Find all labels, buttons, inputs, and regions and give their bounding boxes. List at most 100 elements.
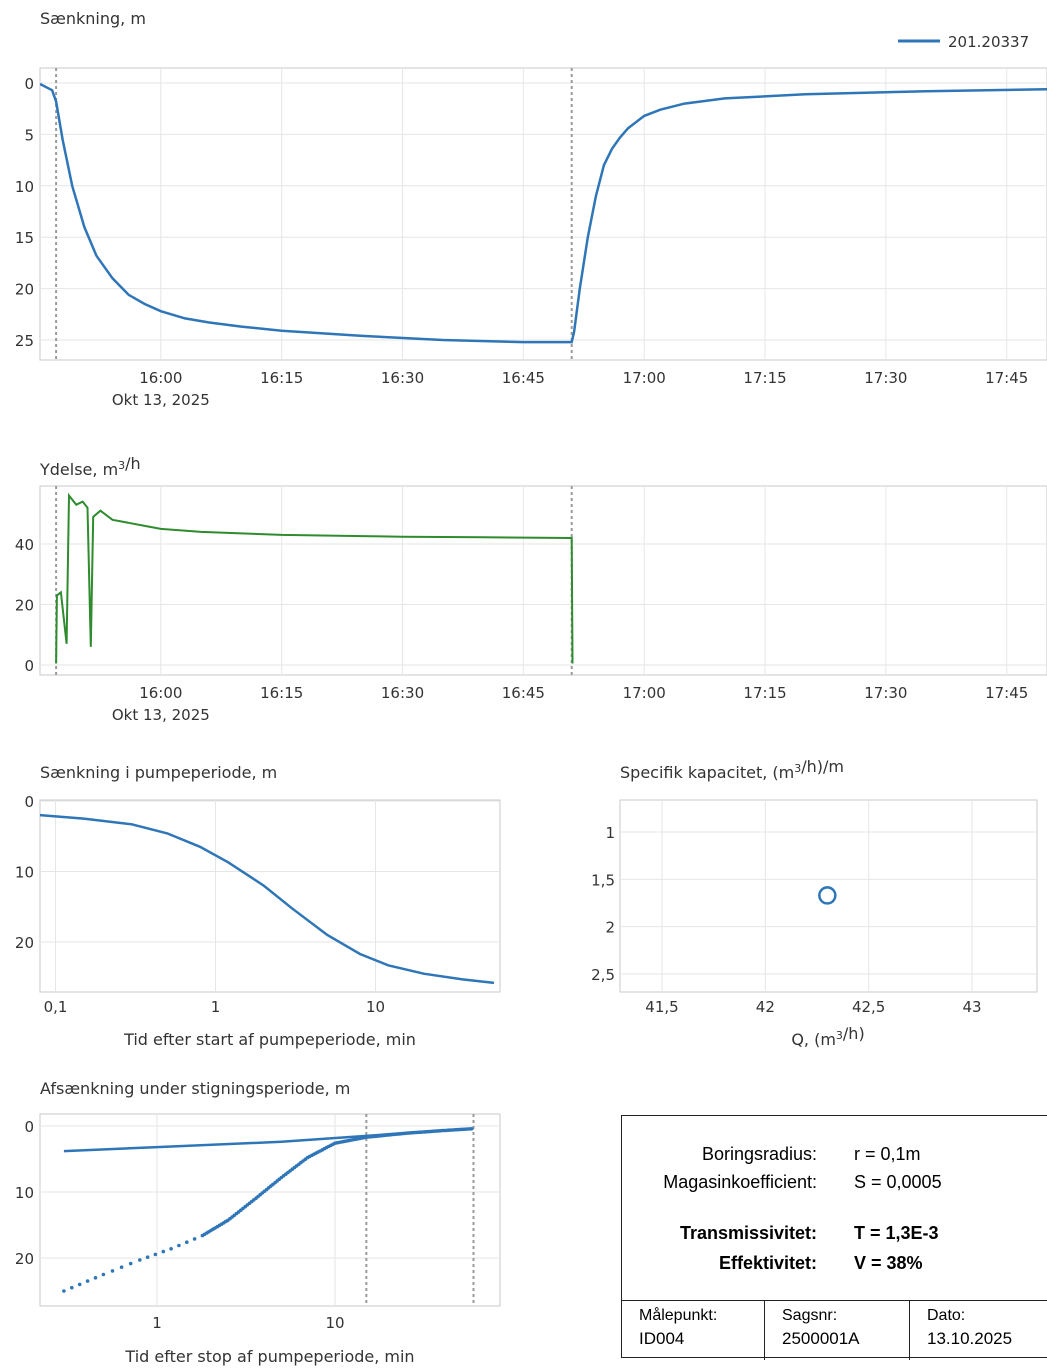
- legend-label: 201.20337: [948, 33, 1029, 51]
- x-axis-label: Tid efter stop af pumpeperiode, min: [124, 1347, 414, 1366]
- plot-area: [39, 799, 501, 993]
- y-tick-label: 40: [15, 536, 34, 554]
- x-tick-label: 17:30: [864, 684, 907, 702]
- info-key: Effektivitet:: [718, 1253, 817, 1273]
- footer-label: Sagsnr:: [782, 1307, 838, 1324]
- x-tick-label: 0,1: [44, 998, 68, 1016]
- x-tick-label: 16:15: [260, 369, 303, 387]
- data-point: [185, 1240, 189, 1244]
- y-tick-label: 20: [15, 934, 34, 952]
- data-point: [62, 1289, 66, 1293]
- x-tick-label: 42,5: [852, 998, 885, 1016]
- data-point: [469, 1127, 474, 1131]
- x-tick-label: 43: [962, 998, 981, 1016]
- x-tick-label: 10: [325, 1314, 344, 1332]
- x-axis-label: Tid efter start af pumpeperiode, min: [123, 1030, 416, 1049]
- x-tick-label: 16:45: [502, 369, 545, 387]
- x-tick-label: 17:15: [743, 684, 786, 702]
- plot-area: [39, 1113, 501, 1307]
- chart-title: Sænkning i pumpeperiode, m: [40, 763, 277, 782]
- data-point: [138, 1258, 142, 1262]
- data-point: [101, 1272, 106, 1277]
- scatter-point: [818, 886, 837, 905]
- footer-value: 2500001A: [782, 1329, 860, 1348]
- data-point: [128, 1261, 133, 1266]
- y-tick-label: 10: [15, 1184, 34, 1202]
- y-tick-label: 10: [15, 178, 34, 196]
- series-line-yield: [55, 492, 574, 664]
- info-value: S = 0,0005: [854, 1172, 942, 1192]
- x-date-label: Okt 13, 2025: [112, 706, 210, 724]
- data-point: [93, 1276, 98, 1280]
- y-tick-label: 25: [15, 332, 34, 350]
- footer-label: Dato:: [927, 1307, 966, 1324]
- chart-title: Specifik kapacitet, (m3/h)/m: [620, 757, 844, 782]
- x-tick-label: 16:00: [139, 684, 182, 702]
- info-key: Transmissivitet:: [679, 1223, 817, 1243]
- x-tick-label: 10: [366, 998, 385, 1016]
- series-dotted-recovery: [62, 1127, 474, 1293]
- chart-title: Sænkning, m: [40, 9, 146, 28]
- data-point: [70, 1285, 74, 1290]
- x-tick-label: 16:15: [260, 684, 303, 702]
- info-row-radius: Boringsradius: r = 0,1m: [622, 1144, 1047, 1172]
- y-tick-label: 0: [24, 1118, 34, 1136]
- x-tick-label: 17:30: [864, 369, 907, 387]
- series-line-pump: [40, 813, 495, 985]
- x-tick-label: 17:45: [985, 684, 1028, 702]
- data-point: [119, 1265, 124, 1269]
- info-row-transmissivity: Transmissivitet: T = 1,3E-3: [622, 1223, 1047, 1251]
- series-line-201-20337: [40, 82, 1047, 344]
- data-point: [145, 1255, 150, 1259]
- x-tick-label: 17:15: [743, 369, 786, 387]
- y-tick-label: 20: [15, 281, 34, 299]
- x-tick-label: 41,5: [645, 998, 678, 1016]
- x-date-label: Okt 13, 2025: [112, 391, 210, 409]
- y-tick-label: 20: [15, 597, 34, 615]
- info-box: Boringsradius: r = 0,1m Magasinkoefficie…: [621, 1115, 1047, 1360]
- y-tick-label: 2: [605, 919, 615, 937]
- x-tick-label: 16:00: [139, 369, 182, 387]
- x-tick-label: 16:45: [502, 684, 545, 702]
- x-tick-label: 1: [152, 1314, 162, 1332]
- data-point: [192, 1237, 197, 1241]
- y-tick-label: 0: [24, 75, 34, 93]
- data-point: [77, 1282, 82, 1287]
- y-tick-label: 10: [15, 864, 34, 882]
- info-row-efficiency: Effektivitet: V = 38%: [622, 1253, 1047, 1281]
- x-axis-label: Q, (m3/h): [791, 1024, 864, 1049]
- footer-cell-case-number: Sagsnr: 2500001A: [765, 1301, 910, 1360]
- chart-title: Ydelse, m3/h: [39, 454, 141, 479]
- x-tick-label: 42: [756, 998, 775, 1016]
- x-tick-label: 16:30: [381, 684, 424, 702]
- y-tick-label: 20: [15, 1250, 34, 1268]
- x-tick-label: 17:45: [985, 369, 1028, 387]
- data-point: [161, 1249, 166, 1254]
- info-footer: Målepunkt: ID004 Sagsnr: 2500001A Dato: …: [622, 1300, 1047, 1360]
- plot-area: [619, 799, 1038, 993]
- data-point: [153, 1252, 158, 1257]
- y-tick-label: 0: [24, 657, 34, 675]
- y-tick-label: 5: [24, 126, 34, 144]
- info-key: Magasinkoefficient:: [663, 1172, 817, 1192]
- info-row-storage: Magasinkoefficient: S = 0,0005: [622, 1172, 1047, 1200]
- x-tick-label: 16:30: [381, 369, 424, 387]
- data-point: [169, 1247, 173, 1251]
- info-value: V = 38%: [854, 1253, 923, 1273]
- y-tick-label: 2,5: [591, 966, 615, 984]
- y-tick-label: 1: [605, 824, 615, 842]
- info-key: Boringsradius:: [701, 1144, 817, 1164]
- x-tick-label: 17:00: [623, 369, 666, 387]
- data-point: [177, 1243, 181, 1248]
- plot-area: [39, 485, 1047, 676]
- data-point: [85, 1279, 90, 1283]
- plot-area: [39, 67, 1047, 361]
- footer-value: ID004: [639, 1329, 685, 1348]
- footer-cell-date: Dato: 13.10.2025: [910, 1301, 1047, 1360]
- y-tick-label: 1,5: [591, 871, 615, 889]
- y-tick-label: 0: [24, 793, 34, 811]
- y-tick-label: 15: [15, 229, 34, 247]
- chart-title: Afsænkning under stigningsperiode, m: [40, 1079, 350, 1098]
- info-value: r = 0,1m: [854, 1144, 921, 1164]
